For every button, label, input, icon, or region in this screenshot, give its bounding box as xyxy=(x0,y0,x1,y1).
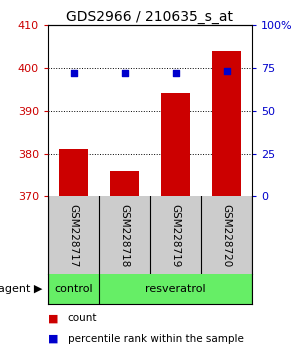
Bar xyxy=(161,93,190,196)
Text: GSM228717: GSM228717 xyxy=(68,204,79,267)
Text: percentile rank within the sample: percentile rank within the sample xyxy=(68,334,243,344)
Point xyxy=(173,70,178,76)
Text: agent ▶: agent ▶ xyxy=(0,284,42,295)
Text: ■: ■ xyxy=(48,334,62,344)
Point xyxy=(71,70,76,76)
Bar xyxy=(110,171,139,196)
Bar xyxy=(212,51,241,196)
Bar xyxy=(59,149,88,196)
Point xyxy=(122,70,127,76)
Text: control: control xyxy=(54,284,93,295)
Text: GSM228720: GSM228720 xyxy=(221,204,232,267)
Text: GSM228719: GSM228719 xyxy=(170,204,181,267)
Title: GDS2966 / 210635_s_at: GDS2966 / 210635_s_at xyxy=(67,10,233,24)
Text: ■: ■ xyxy=(48,313,62,323)
Text: count: count xyxy=(68,313,97,323)
Text: GSM228718: GSM228718 xyxy=(119,204,130,267)
Text: resveratrol: resveratrol xyxy=(145,284,206,295)
Point xyxy=(224,68,229,74)
